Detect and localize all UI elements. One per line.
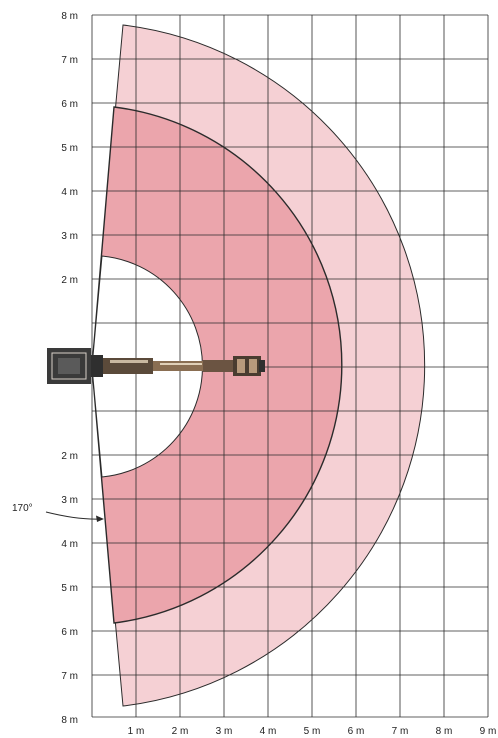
- x-tick-label: 2 m: [172, 726, 189, 737]
- x-tick-label: 5 m: [304, 726, 321, 737]
- boom-section-5: [203, 360, 233, 372]
- y-tick-label: 2 m: [61, 275, 78, 286]
- y-tick-label: 5 m: [61, 143, 78, 154]
- machine-base-core: [58, 358, 80, 374]
- y-tick-label: 8 m: [61, 11, 78, 22]
- x-tick-label: 9 m: [480, 726, 497, 737]
- x-tick-label: 6 m: [348, 726, 365, 737]
- y-tick-label: 6 m: [61, 99, 78, 110]
- boom-section-3: [153, 361, 203, 371]
- x-tick-label: 1 m: [128, 726, 145, 737]
- x-tick-label: 7 m: [392, 726, 409, 737]
- y-tick-label: 3 m: [61, 231, 78, 242]
- y-tick-label: 4 m: [61, 539, 78, 550]
- x-tick-label: 4 m: [260, 726, 277, 737]
- y-tick-label: 7 m: [61, 55, 78, 66]
- machine-base-inner: [51, 352, 87, 380]
- y-tick-label: 3 m: [61, 495, 78, 506]
- y-tick-label: 4 m: [61, 187, 78, 198]
- x-tick-label: 3 m: [216, 726, 233, 737]
- y-tick-label: 8 m: [61, 715, 78, 726]
- y-tick-label: 2 m: [61, 451, 78, 462]
- angle-label: 170°: [12, 503, 33, 514]
- turret-joint: [91, 355, 103, 377]
- grid: [91, 14, 489, 718]
- y-tick-label: 7 m: [61, 671, 78, 682]
- boom-tip: [259, 360, 265, 372]
- boom-section-2: [110, 360, 148, 363]
- angle-arrow: [45, 511, 102, 520]
- angle-arrowhead: [96, 515, 104, 522]
- y-tick-label: 6 m: [61, 627, 78, 638]
- boom-head-detail: [237, 359, 245, 373]
- x-tick-label: 8 m: [436, 726, 453, 737]
- machine: [47, 348, 265, 384]
- y-tick-label: 5 m: [61, 583, 78, 594]
- boom-head-detail: [249, 359, 257, 373]
- boom-section-4: [160, 363, 202, 365]
